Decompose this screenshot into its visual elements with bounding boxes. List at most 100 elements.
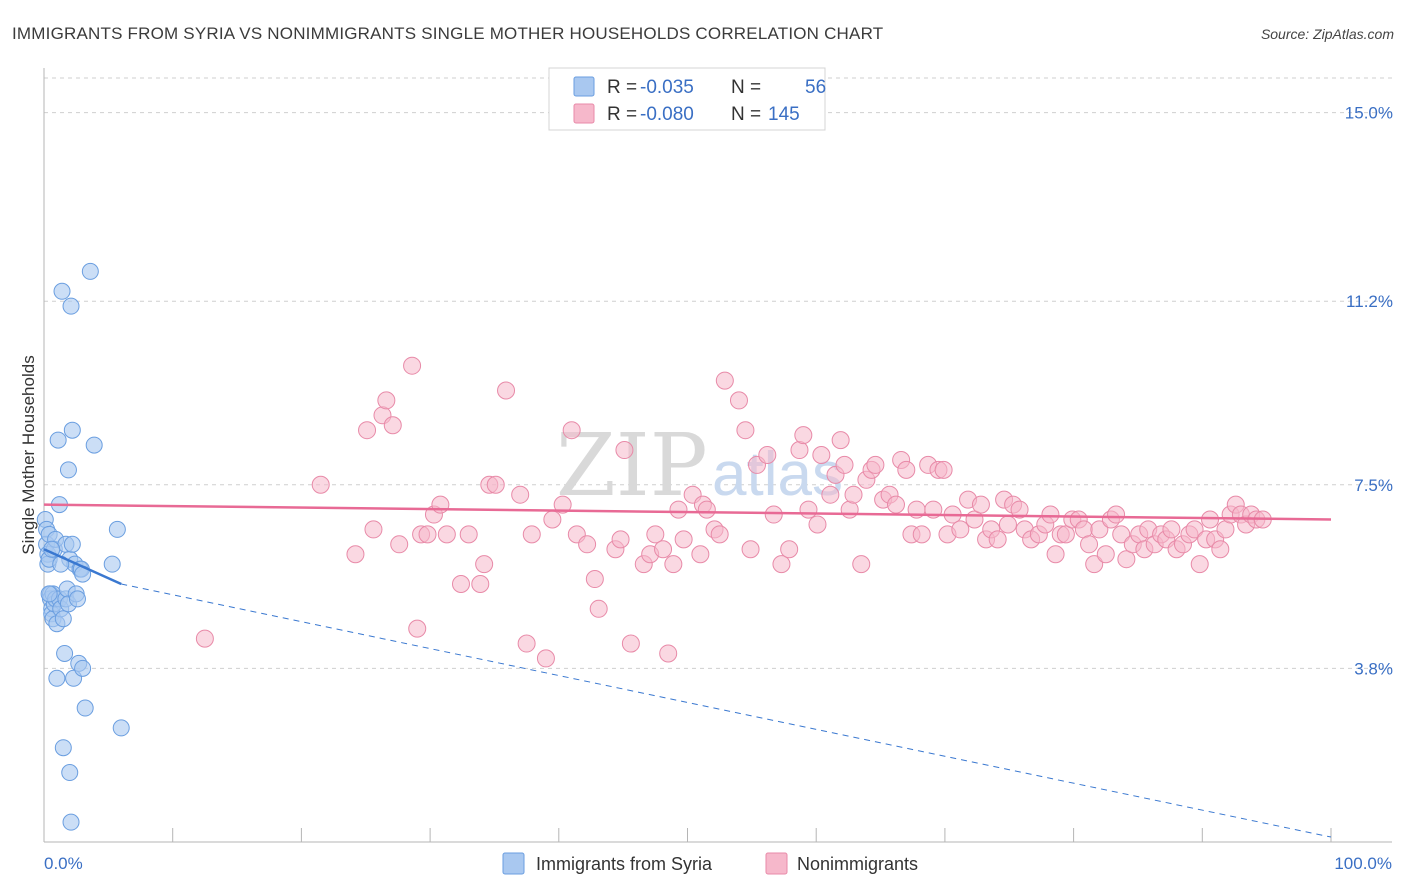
syria-point — [74, 659, 92, 677]
nonimmigrants-point — [951, 520, 970, 539]
syria-point — [54, 610, 72, 628]
nonimmigrants-point — [536, 649, 555, 668]
nonimmigrants-point — [1201, 510, 1220, 529]
nonimmigrants-point — [1162, 520, 1181, 539]
syria-point — [53, 282, 71, 300]
nonimmigrants-trend-line — [43, 503, 1332, 521]
nonimmigrants-point — [611, 530, 630, 549]
syria-point — [62, 297, 80, 315]
nonimmigrants-point — [840, 500, 859, 519]
syria-point — [48, 669, 66, 687]
nonimmigrants-point — [790, 441, 809, 460]
nonimmigrants-point — [835, 455, 854, 474]
nonimmigrants-point — [710, 525, 729, 544]
nonimmigrants-point — [497, 381, 516, 400]
syria-point — [62, 813, 80, 831]
top-legend: R = -0.035 N = 56 R = -0.080 N = 145 — [548, 67, 826, 131]
syria-points — [36, 262, 130, 831]
nonimmigrants-point — [844, 485, 863, 504]
syria-point — [108, 520, 126, 538]
nonimmigrants-point — [852, 555, 871, 574]
legend-swatch-syria — [573, 76, 595, 97]
legend-r-value-syria: -0.035 — [640, 77, 694, 98]
nonimmigrants-point — [654, 540, 673, 559]
legend-r-label-nonimmigrants: R = — [607, 104, 637, 125]
syria-trend-extension — [121, 583, 1332, 838]
nonimmigrants-point — [1117, 550, 1136, 569]
nonimmigrants-point — [311, 475, 330, 494]
y-tick-label: 11.2% — [1346, 292, 1393, 311]
nonimmigrants-point — [615, 441, 634, 460]
nonimmigrants-point — [1080, 535, 1099, 554]
watermark-zip: ZIP — [556, 416, 708, 516]
nonimmigrants-point — [764, 505, 783, 524]
nonimmigrants-point — [543, 510, 562, 529]
syria-point — [85, 436, 103, 454]
nonimmigrants-point — [715, 371, 734, 390]
nonimmigrants-point — [659, 644, 678, 663]
syria-point — [103, 555, 121, 573]
nonimmigrants-point — [821, 485, 840, 504]
nonimmigrants-point — [431, 495, 450, 514]
nonimmigrants-point — [621, 634, 640, 653]
nonimmigrants-point — [1056, 525, 1075, 544]
nonimmigrants-point — [664, 555, 683, 574]
nonimmigrants-point — [1096, 545, 1115, 564]
nonimmigrants-point — [866, 455, 885, 474]
nonimmigrants-point — [1090, 520, 1109, 539]
legend-swatch-nonimmigrants — [573, 103, 595, 124]
nonimmigrants-point — [897, 460, 916, 479]
nonimmigrants-point — [578, 535, 597, 554]
chart-title: IMMIGRANTS FROM SYRIA VS NONIMMIGRANTS S… — [12, 24, 883, 43]
bottom-legend-label-nonimmigrants: Nonimmigrants — [797, 854, 918, 874]
bottom-legend-swatch-nonimmigrants — [765, 852, 788, 875]
nonimmigrants-point — [459, 525, 478, 544]
nonimmigrants-point — [1010, 500, 1029, 519]
legend-n-label-nonimmigrants: N = — [731, 104, 761, 125]
nonimmigrants-point — [912, 525, 931, 544]
y-axis-labels: 3.8% 7.5% 11.2% 15.0% — [1345, 104, 1393, 679]
nonimmigrants-point — [377, 391, 396, 410]
nonimmigrants-point — [553, 495, 572, 514]
legend-box — [548, 67, 826, 131]
nonimmigrants-point — [195, 629, 214, 648]
nonimmigrants-point — [562, 421, 581, 440]
nonimmigrants-point — [451, 575, 470, 593]
x-tick-label-max: 100.0% — [1334, 854, 1392, 873]
syria-trend-line — [43, 548, 122, 586]
nonimmigrants-point — [589, 599, 608, 618]
nonimmigrants-point — [669, 500, 688, 519]
nonimmigrants-point — [780, 540, 799, 559]
nonimmigrants-point — [383, 416, 402, 435]
nonimmigrants-point — [988, 530, 1007, 549]
bottom-legend-label-syria: Immigrants from Syria — [536, 854, 713, 874]
chart-source: Source: ZipAtlas.com — [1261, 26, 1394, 42]
syria-point — [81, 262, 99, 280]
legend-n-value-nonimmigrants: 145 — [768, 104, 800, 125]
nonimmigrants-point — [418, 525, 437, 544]
syria-point — [49, 431, 67, 449]
x-axis-ticks — [43, 828, 1332, 842]
nonimmigrants-point — [517, 634, 536, 653]
nonimmigrants-point — [831, 431, 850, 450]
legend-n-value-syria: 56 — [805, 77, 826, 98]
nonimmigrants-point — [799, 500, 818, 519]
nonimmigrants-point — [437, 525, 456, 544]
nonimmigrants-point — [475, 555, 494, 574]
syria-point — [54, 739, 72, 757]
nonimmigrants-point — [691, 545, 710, 564]
nonimmigrants-point — [486, 475, 505, 494]
nonimmigrants-point — [772, 555, 791, 574]
y-tick-label: 3.8% — [1354, 659, 1393, 678]
nonimmigrants-point — [812, 446, 831, 464]
nonimmigrants-point — [1046, 545, 1065, 564]
syria-point — [112, 719, 130, 737]
y-tick-label: 15.0% — [1345, 104, 1393, 123]
nonimmigrants-point — [758, 446, 777, 464]
nonimmigrants-point — [971, 495, 990, 514]
nonimmigrants-point — [794, 426, 813, 445]
nonimmigrants-point — [1041, 505, 1060, 524]
nonimmigrants-point — [741, 540, 760, 559]
legend-r-label-syria: R = — [607, 77, 637, 98]
